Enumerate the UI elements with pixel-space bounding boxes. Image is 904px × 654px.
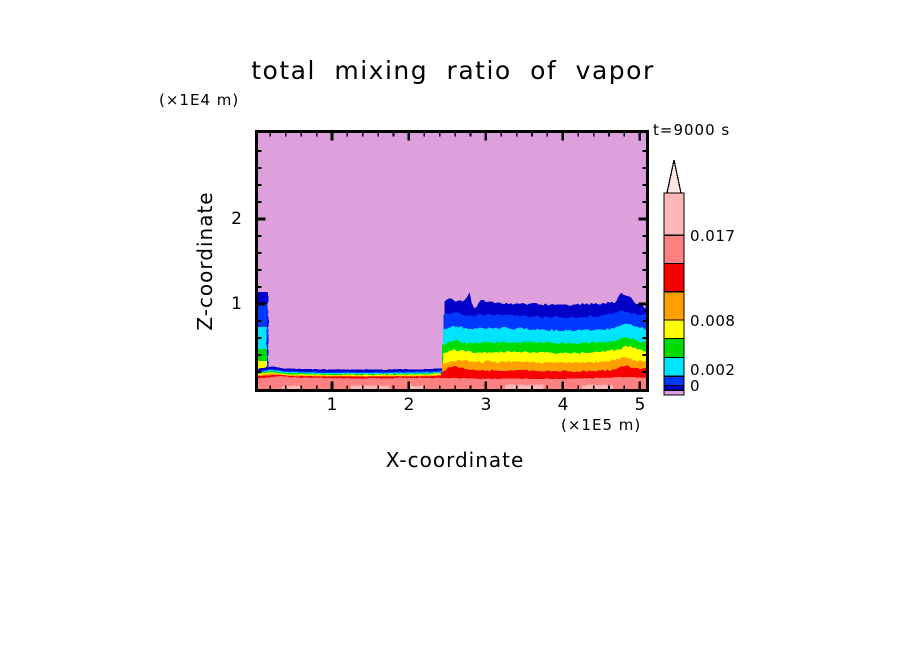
colorbar-label-0002: 0.002 bbox=[690, 361, 736, 379]
colorbar-label-0017: 0.017 bbox=[690, 227, 736, 245]
time-label: t=9000 s bbox=[653, 121, 731, 139]
colorbar-label-0008: 0.008 bbox=[690, 312, 736, 330]
chart-title: total mixing ratio of vapor bbox=[251, 56, 655, 85]
x-tick-label-3: 3 bbox=[480, 395, 492, 415]
x-tick-label-5: 5 bbox=[634, 395, 646, 415]
colorbar-label-0: 0 bbox=[690, 377, 701, 395]
x-tick-label-4: 4 bbox=[557, 395, 569, 415]
x-tick-label-1: 1 bbox=[326, 395, 338, 415]
contour-plot bbox=[255, 130, 649, 392]
z-axis-unit-label: (×1E4 m) bbox=[159, 91, 240, 109]
x-axis-title: X-coordinate bbox=[385, 448, 525, 472]
colorbar bbox=[663, 159, 685, 396]
z-axis-title: Z-coordinate bbox=[193, 191, 217, 331]
z-tick-label-2: 2 bbox=[231, 209, 242, 229]
z-tick-label-1: 1 bbox=[231, 294, 242, 314]
x-axis-unit-label: (×1E5 m) bbox=[561, 416, 642, 434]
x-tick-label-2: 2 bbox=[403, 395, 415, 415]
